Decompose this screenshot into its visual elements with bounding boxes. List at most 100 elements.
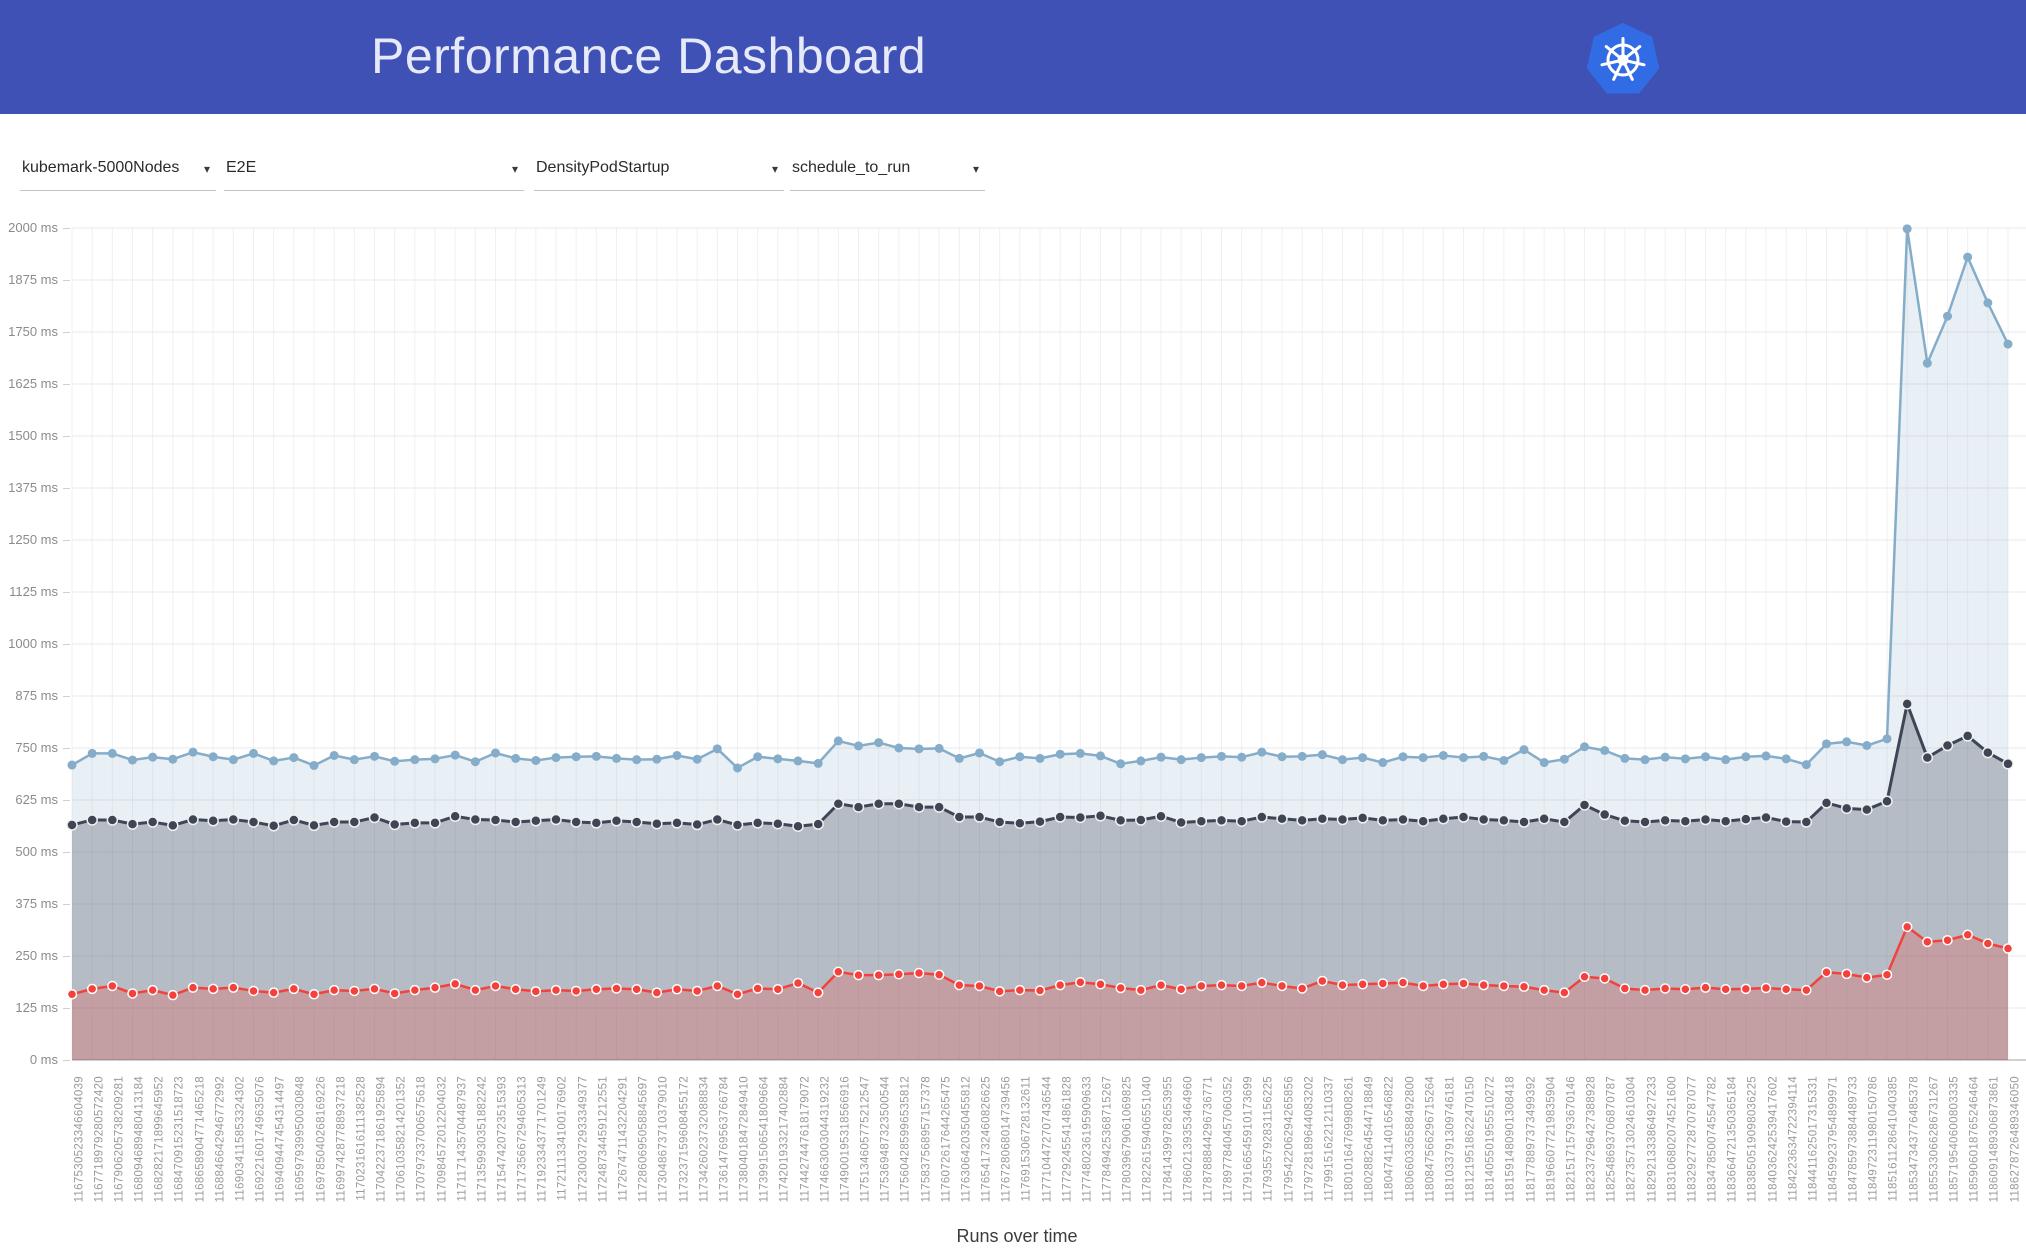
series-dark-middle-point (86, 814, 98, 826)
series-red-lower-point (1256, 977, 1268, 988)
series-dark-middle-point (1417, 815, 1429, 827)
series-blue-upper-point (1136, 756, 1146, 766)
series-blue-upper-point (1075, 748, 1085, 758)
y-axis-tick (63, 592, 70, 593)
series-dark-middle-point (509, 816, 522, 828)
y-axis-tick (63, 332, 70, 333)
y-axis-label: 750 ms (15, 740, 58, 755)
series-dark-middle-point (1256, 811, 1268, 823)
test-dropdown-value: E2E (226, 159, 257, 176)
series-blue-upper-point (470, 757, 480, 767)
series-blue-upper-point (1015, 752, 1025, 762)
series-blue-upper-point (591, 751, 601, 761)
series-blue-upper-point (813, 758, 823, 768)
series-red-lower-point (853, 969, 864, 981)
test-dropdown[interactable]: E2E ▾ (224, 150, 524, 191)
series-red-lower-point (1518, 981, 1530, 993)
cluster-dropdown[interactable]: kubemark-5000Nodes ▾ (20, 150, 216, 191)
series-dark-middle-area (72, 703, 2009, 1060)
series-red-lower-point (1115, 982, 1126, 994)
series-blue-upper-point (430, 754, 440, 764)
y-axis-label: 1875 ms (8, 272, 58, 287)
series-dark-middle-point (1800, 816, 1813, 828)
phase-dropdown-value: schedule_to_run (792, 159, 911, 176)
y-axis-tick (63, 384, 70, 385)
kubernetes-logo-icon (1586, 23, 1660, 94)
y-axis-label: 2000 ms (8, 220, 58, 235)
series-dark-middle-point (933, 801, 945, 813)
y-axis-label: 1500 ms (8, 428, 58, 443)
series-dark-middle-point (247, 816, 260, 828)
series-red-lower-point (1861, 972, 1873, 983)
series-blue-upper-point (1761, 751, 1771, 761)
series-red-lower-point (1175, 984, 1187, 995)
series-red-lower-point (1095, 979, 1106, 990)
series-blue-upper-point (1176, 755, 1186, 765)
series-dark-middle-point (1598, 808, 1611, 821)
series-blue-upper-point (1660, 752, 1670, 762)
series-dark-middle-point (1377, 814, 1389, 827)
series-blue-upper-point (1317, 750, 1327, 760)
y-axis-label: 1250 ms (8, 532, 58, 547)
series-red-lower-point (127, 988, 138, 999)
series-dark-middle-point (207, 815, 219, 827)
y-axis-label: 875 ms (15, 688, 58, 703)
series-dark-middle-point (449, 810, 461, 822)
series-red-lower-point (86, 983, 98, 995)
series-dark-middle-point (1901, 698, 1913, 710)
y-axis-label: 1625 ms (8, 376, 58, 391)
series-dark-middle-point (651, 817, 663, 830)
series-blue-upper-point (1096, 751, 1106, 761)
series-red-lower-point (1680, 984, 1691, 995)
series-dark-middle-point (288, 814, 300, 826)
series-blue-upper-point (833, 736, 843, 746)
series-blue-upper-point (914, 744, 924, 754)
series-blue-upper-point (1640, 755, 1650, 765)
series-red-lower-point (1337, 979, 1348, 991)
series-red-lower-point (1438, 979, 1449, 990)
series-red-lower-point (1982, 938, 1994, 949)
series-dark-middle-point (187, 813, 199, 826)
series-blue-upper-point (995, 757, 1005, 767)
series-red-lower-point (1075, 976, 1086, 988)
series-dark-middle-point (1982, 746, 1994, 759)
series-red-lower-point (1559, 987, 1570, 998)
series-dark-middle-point (1155, 810, 1167, 822)
y-axis-tick (63, 436, 70, 437)
y-axis-label: 500 ms (15, 844, 58, 859)
series-red-lower-point (228, 982, 239, 993)
series-blue-upper-point (1398, 752, 1408, 762)
series-blue-upper-point (1418, 753, 1428, 763)
series-blue-upper-point (1156, 752, 1166, 762)
series-red-lower-point (1639, 984, 1651, 996)
metric-dropdown[interactable]: DensityPodStartup ▾ (534, 150, 784, 191)
phase-dropdown[interactable]: schedule_to_run ▾ (790, 150, 985, 191)
series-dark-middle-point (691, 818, 703, 831)
series-red-lower-point (449, 978, 461, 990)
series-dark-middle-point (469, 813, 482, 826)
series-dark-middle-point (388, 818, 401, 831)
series-red-lower-point (954, 979, 965, 991)
series-red-lower-point (1740, 983, 1752, 995)
series-red-lower-point (349, 985, 360, 997)
series-red-lower-point (187, 982, 199, 993)
series-red-lower-point (409, 984, 421, 996)
series-dark-middle-point (1397, 813, 1409, 826)
series-dark-middle-point (1740, 813, 1752, 825)
y-axis-tick (63, 956, 70, 957)
series-dark-middle-point (1780, 815, 1792, 828)
series-dark-middle-point (610, 815, 623, 827)
series-dark-middle-point (1276, 812, 1288, 825)
y-axis-tick (63, 904, 70, 905)
series-blue-upper-point (632, 755, 642, 765)
series-red-lower-point (1014, 984, 1026, 996)
series-dark-middle-point (1719, 815, 1732, 827)
series-blue-upper-point (531, 755, 541, 765)
series-blue-upper-point (128, 755, 138, 765)
series-dark-middle-point (852, 801, 865, 813)
series-red-lower-point (268, 987, 279, 998)
series-red-lower-point (429, 982, 441, 993)
metric-dropdown-value: DensityPodStartup (536, 159, 670, 176)
series-blue-upper-point (349, 755, 359, 765)
series-red-lower-point (1296, 983, 1308, 994)
